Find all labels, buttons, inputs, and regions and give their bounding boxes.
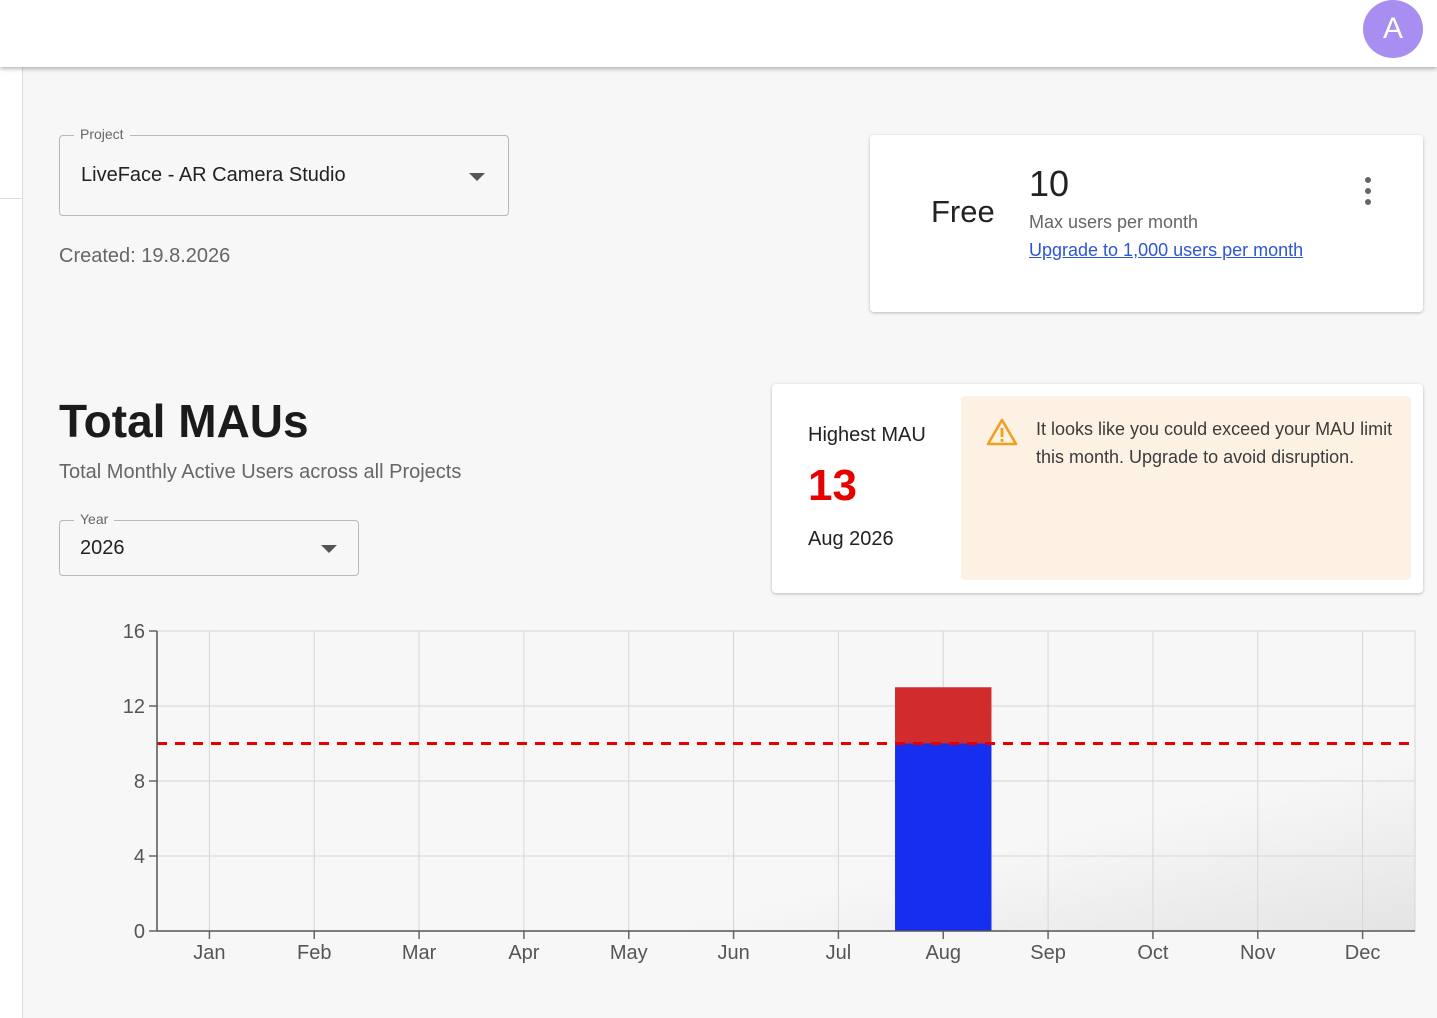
y-tick-label: 16 (123, 621, 145, 643)
project-select[interactable]: Project LiveFace - AR Camera Studio (59, 126, 509, 216)
x-tick-label: Jun (717, 942, 749, 964)
plan-max-users: 10 (1029, 163, 1070, 204)
upgrade-link[interactable]: Upgrade to 1,000 users per month (1029, 240, 1304, 260)
project-select-label: Project (74, 126, 130, 142)
x-tick-label: Oct (1137, 942, 1169, 964)
mau-warning-banner: It looks like you could exceed your MAU … (961, 396, 1411, 580)
chevron-down-icon (469, 173, 485, 181)
y-tick-label: 0 (134, 921, 145, 943)
project-created-date: Created: 19.8.2026 (59, 245, 231, 267)
x-tick-label: Aug (925, 942, 961, 964)
x-tick-label: May (610, 942, 648, 964)
project-select-value: LiveFace - AR Camera Studio (81, 164, 346, 186)
highest-mau-date: Aug 2026 (808, 528, 894, 550)
y-tick-label: 8 (134, 771, 145, 793)
left-navigation-rail (0, 67, 23, 1018)
user-avatar[interactable]: A (1363, 0, 1423, 58)
x-tick-label: Mar (402, 942, 437, 964)
x-tick-label: Apr (508, 942, 539, 964)
x-tick-label: Nov (1240, 942, 1276, 964)
bar-over-limit (895, 687, 992, 744)
year-select[interactable]: Year 2026 (59, 511, 359, 576)
highest-mau-label: Highest MAU (808, 424, 926, 446)
year-select-value: 2026 (80, 537, 125, 559)
warning-icon (986, 418, 1018, 446)
chevron-down-icon (321, 545, 337, 553)
x-tick-label: Jan (193, 942, 225, 964)
warning-text: It looks like you could exceed your MAU … (1036, 419, 1393, 467)
more-options-icon[interactable] (1356, 175, 1382, 207)
x-tick-label: Sep (1030, 942, 1066, 964)
page-subtitle: Total Monthly Active Users across all Pr… (59, 461, 462, 483)
bar-within-limit (895, 743, 992, 931)
x-tick-label: Dec (1345, 942, 1381, 964)
y-tick-label: 4 (134, 846, 145, 868)
highest-mau-value: 13 (808, 461, 857, 510)
plan-max-users-label: Max users per month (1029, 212, 1199, 232)
y-tick-label: 12 (123, 696, 145, 718)
year-select-label: Year (74, 511, 115, 527)
page-title: Total MAUs (59, 395, 309, 447)
rail-divider (0, 198, 22, 199)
x-tick-label: Feb (297, 942, 331, 964)
top-app-bar: A (0, 0, 1437, 67)
x-tick-label: Jul (826, 942, 852, 964)
highest-mau-card: Highest MAU 13 Aug 2026 It looks like yo… (772, 384, 1423, 593)
avatar-initial: A (1382, 12, 1403, 45)
plot-area (157, 631, 1415, 931)
plan-name: Free (931, 194, 995, 229)
plan-card: Free 10 Max users per month Upgrade to 1… (870, 135, 1423, 312)
